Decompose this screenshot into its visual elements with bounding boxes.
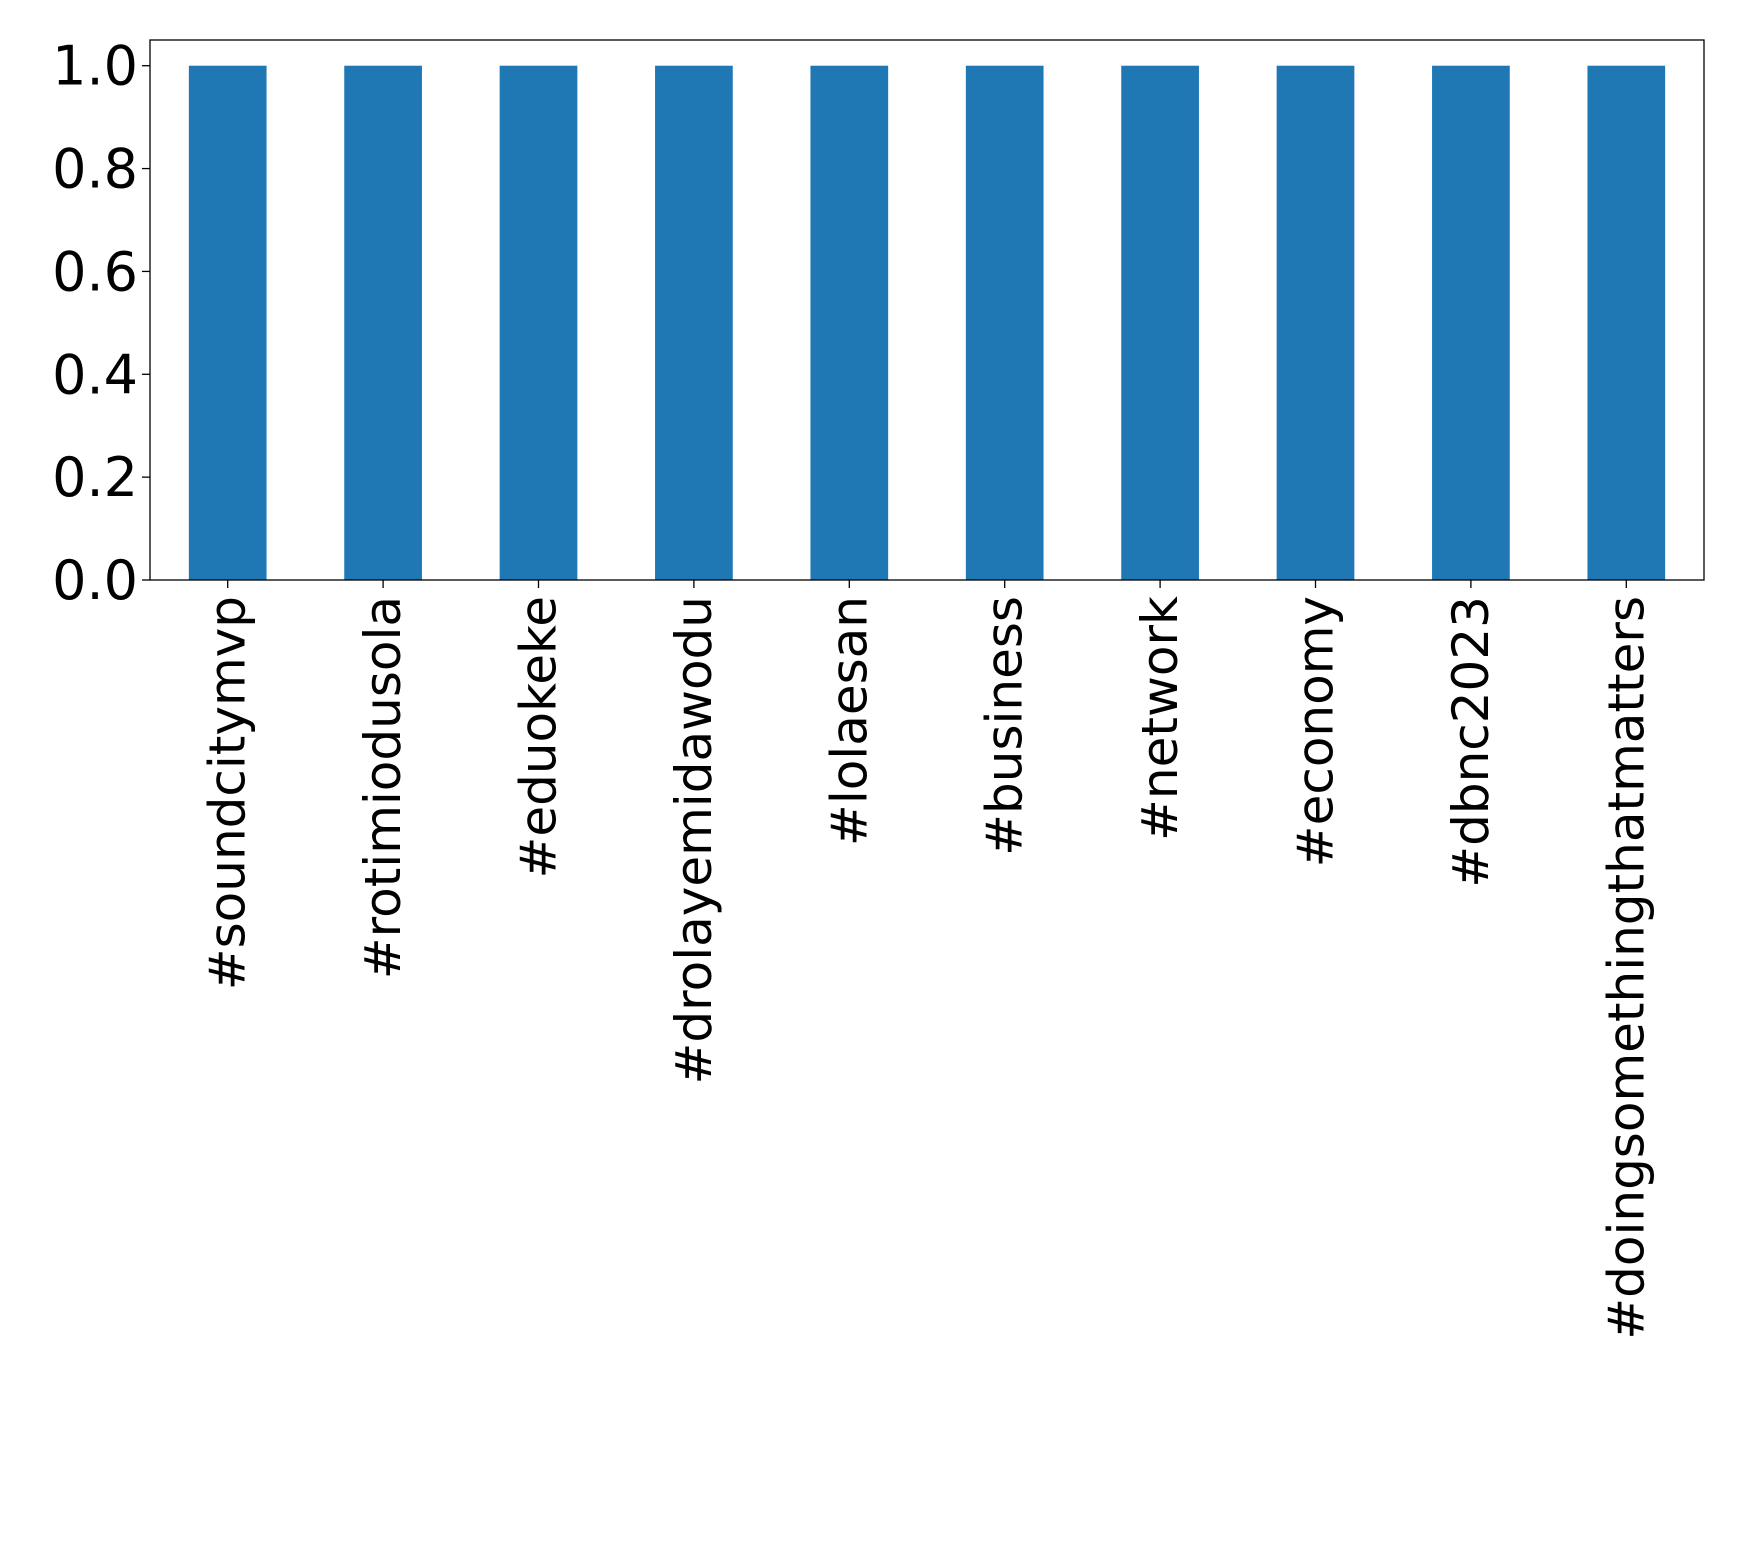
x-tick-label: #soundcitymvp [199,596,257,990]
bar [655,65,733,580]
x-axis: #soundcitymvp #rotimiodusola #eduokeke #dro… [199,580,1655,1340]
y-tick-label: 0.4 [52,343,138,406]
x-tick-label: #doingsomethingthatmatters [1597,596,1655,1340]
bar [1432,65,1510,580]
bar [1276,65,1355,580]
bar [1121,65,1199,580]
bar [810,65,889,580]
x-tick-label: #dbnc2023 [1442,596,1500,888]
y-tick-label: 0.6 [52,240,138,303]
x-tick-label: #economy [1287,596,1345,867]
bar [499,65,578,580]
plot-frame [149,39,1705,581]
x-tick-label: #rotimiodusola [354,596,412,979]
x-tick-label: #business [976,596,1034,856]
bar [965,65,1044,580]
bar [188,65,267,580]
bar [1587,65,1666,580]
bar [344,65,422,580]
x-tick-label: #eduokeke [510,596,568,879]
x-tick-label: #drolayemidawodu [665,596,723,1084]
y-axis: 0.0 0.2 0.4 0.6 0.8 1.0 [52,35,150,612]
y-tick-label: 0.0 [52,549,138,612]
x-tick-label: #network [1131,596,1189,841]
y-tick-label: 0.8 [52,138,138,201]
y-tick-label: 0.2 [52,446,138,509]
y-tick-label: 1.0 [52,35,138,98]
x-tick-label: #lolaesan [820,596,878,846]
bars-group [188,65,1666,580]
